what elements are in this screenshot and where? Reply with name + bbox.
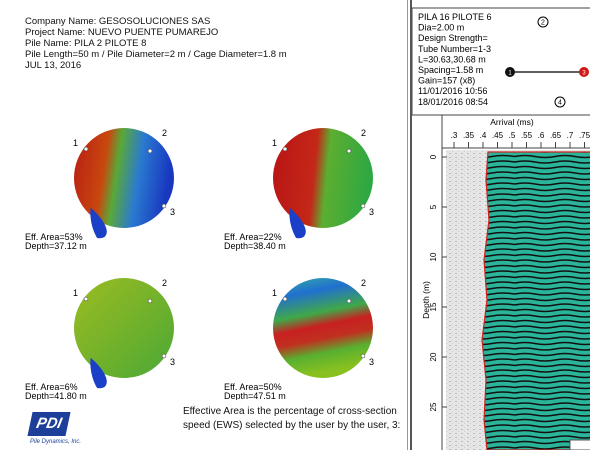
y-tick-label: 20 (429, 352, 438, 361)
y-tick-label: 15 (429, 302, 438, 311)
depth: Depth=47.51 m (224, 391, 286, 400)
y-tick-label: 10 (429, 252, 438, 261)
tube-marker-label: 1 (508, 71, 512, 77)
x-tick-label: .55 (521, 131, 533, 140)
date: JUL 13, 2016 (25, 60, 82, 71)
eff-area: Eff. Area=6% (25, 382, 78, 392)
icon (554, 96, 566, 108)
tube-label: 3 (369, 207, 374, 217)
tube (282, 146, 288, 152)
tube (360, 203, 366, 209)
y-tick-label: 5 (429, 204, 438, 209)
info-line: Tube Number=1-3 (418, 44, 491, 54)
logo-name: Pile Dynamics, Inc. (30, 439, 82, 445)
tomograms: 1 2 3 Eff. Area=53%Depth=37.12 m 1 2 3 Eff. Are… (25, 128, 374, 400)
tube (161, 203, 167, 209)
y-tick-label: 0 (429, 154, 438, 159)
tube-label: 3 (170, 357, 175, 367)
info-line: Dia=2.00 m (418, 23, 464, 33)
x-tick-label: .4 (480, 131, 487, 140)
eff-area: Eff. Area=53% (25, 232, 83, 242)
tube (147, 148, 153, 154)
tube-label: 1 (73, 288, 78, 298)
info-line: 11/01/2016 10:56 (418, 86, 487, 96)
tube-marker (579, 67, 589, 77)
tomogram (273, 278, 373, 378)
tomogram (74, 128, 174, 228)
tube (346, 148, 352, 154)
tomogram (74, 278, 174, 378)
tomogram (273, 128, 373, 228)
tube (360, 353, 366, 359)
info-line: Spacing=1.58 m (418, 65, 483, 75)
company: Company Name: GESOSOLUCIONES SAS (25, 16, 211, 27)
x-tick-label: .75 (579, 131, 590, 140)
dimensions: Pile Length=50 m / Pile Diameter=2 m / C… (25, 49, 287, 60)
tube (346, 298, 352, 304)
tube (147, 298, 153, 304)
x-tick-label: .35 (463, 131, 475, 140)
tube-label: 2 (361, 128, 366, 138)
depth: Depth=37.12 m (25, 241, 87, 251)
eff-area: Eff. Area=22% (224, 232, 282, 242)
x-tick-label: .65 (550, 131, 562, 140)
y-axis-title: Depth (m) (421, 281, 431, 319)
y-tick-label: 25 (429, 402, 438, 411)
project: Project Name: NUEVO PUENTE PUMAREJO (25, 27, 219, 38)
tube (83, 296, 89, 302)
tube (83, 146, 89, 152)
note-line: Effective Area is the percentage of cros… (183, 406, 397, 417)
icon (537, 16, 549, 28)
profile-panel: 1 3 2 4 Arrival (ms) Depth (m) PILA 16 P… (410, 0, 590, 450)
tube-label: 2 (361, 278, 366, 288)
x-tick-label: .7 (567, 131, 574, 140)
info-line: L=30.63,30.68 m (418, 54, 486, 64)
x-tick-label: .3 (451, 131, 458, 140)
tube-label: 2 (162, 128, 167, 138)
logo-mark: PDI (34, 415, 64, 432)
depth: Depth=41.80 m (25, 391, 87, 400)
x-axis-title: Arrival (ms) (490, 117, 534, 127)
tube-label: 3 (369, 357, 374, 367)
note-line: speed (EWS) selected by the user by the … (183, 420, 401, 431)
logo-box: PDI (27, 412, 71, 436)
info-line: 18/01/2016 08:54 (418, 97, 488, 107)
signal-waterfall (481, 151, 590, 450)
info-line: Gain=157 (x8) (418, 76, 475, 86)
x-tick-label: .5 (509, 131, 516, 140)
tube-label: 1 (272, 138, 277, 148)
tube-marker-label: 3 (582, 71, 586, 77)
cursor-tag (569, 439, 590, 450)
pile-name: Pile Name: PILA 2 PILOTE 8 (25, 38, 147, 49)
x-tick-label: .45 (492, 131, 504, 140)
report-panel: Company Name: GESOSOLUCIONES SAS Project… (25, 0, 408, 450)
icon-label: 4 (558, 100, 562, 107)
icon-label: 2 (541, 20, 545, 27)
tube-marker (505, 67, 515, 77)
tube-label: 3 (170, 207, 175, 217)
tube-label: 2 (162, 278, 167, 288)
eff-area: Eff. Area=50% (224, 382, 282, 392)
info-line: Design Strength= (418, 33, 488, 43)
tube (282, 296, 288, 302)
tube-label: 1 (272, 288, 277, 298)
depth: Depth=38.40 m (224, 241, 286, 251)
x-tick-label: .6 (538, 131, 545, 140)
info-line: PILA 16 PILOTE 6 (418, 12, 492, 22)
tube-label: 1 (73, 138, 78, 148)
tube (161, 353, 167, 359)
profile: 1 3 2 4 Arrival (ms) Depth (m) PILA 16 P… (412, 7, 590, 450)
